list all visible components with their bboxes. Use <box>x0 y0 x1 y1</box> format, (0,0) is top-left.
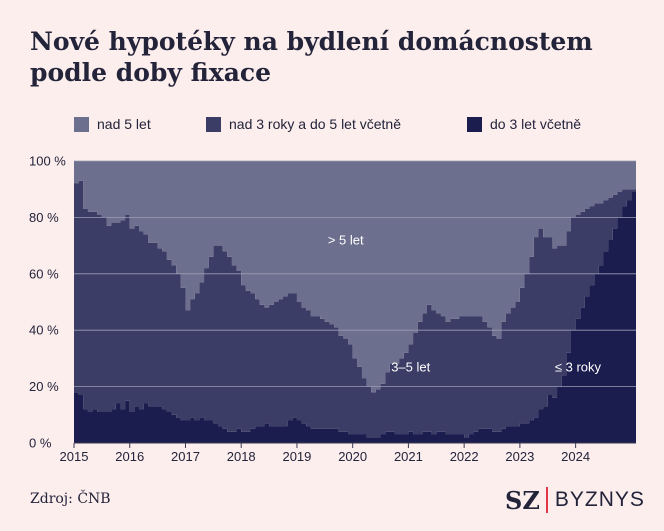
y-tick-label-20: 20 % <box>29 379 59 394</box>
legend-item-3-5-let: nad 3 roky a do 5 let včetně <box>206 116 401 132</box>
x-tick-label-2018: 2018 <box>227 449 256 464</box>
in-chart-label-1: 3–5 let <box>391 359 430 374</box>
legend-swatch-do-3-let <box>467 116 482 132</box>
area-nad-5-let <box>74 161 636 393</box>
chart-title: Nové hypotéky na bydlení domácnostem pod… <box>30 27 593 87</box>
x-axis: 2015 2016 2017 2018 2019 2020 2021 2022 2023 2024 <box>60 442 636 464</box>
brand-logo: SZ BYZNYS <box>505 485 645 515</box>
legend-swatch-3-5-let <box>206 116 221 132</box>
stacked-area-chart: 0 %20 %40 %60 %80 %100 % 2015 2016 2017 201… <box>29 154 636 464</box>
source-note: Zdroj: ČNB <box>30 491 111 507</box>
legend-label-nad-5-let: nad 5 let <box>97 116 151 132</box>
in-chart-label-0: > 5 let <box>328 232 364 247</box>
x-tick-label-2024: 2024 <box>561 449 590 464</box>
y-tick-label-60: 60 % <box>29 266 59 281</box>
x-tick-label-2020: 2020 <box>338 449 367 464</box>
area-3-5-let <box>74 180 636 438</box>
y-tick-label-100: 100 % <box>29 154 66 169</box>
x-tick-label-2015: 2015 <box>60 449 89 464</box>
legend-item-do-3-let: do 3 let včetně <box>467 116 581 132</box>
x-tick-label-2023: 2023 <box>505 449 534 464</box>
y-tick-label-80: 80 % <box>29 210 59 225</box>
y-tick-label-0: 0 % <box>29 436 52 451</box>
grid-lines <box>74 160 636 388</box>
brand-name: BYZNYS <box>554 488 645 511</box>
legend-swatch-nad-5-let <box>74 116 89 132</box>
brand-separator <box>545 487 548 513</box>
brand-mark: SZ <box>505 485 540 515</box>
x-tick-label-2016: 2016 <box>115 449 144 464</box>
y-axis: 0 % 20 % 40 % 60 % 80 % 100 % <box>29 154 66 451</box>
x-tick-label-2021: 2021 <box>394 449 423 464</box>
legend: nad 5 let nad 3 roky a do 5 let včetně d… <box>74 116 654 134</box>
plot-layers <box>74 161 636 443</box>
x-tick-label-2022: 2022 <box>450 449 479 464</box>
y-tick-label-40: 40 % <box>29 323 59 338</box>
x-tick-label-2017: 2017 <box>171 449 200 464</box>
in-chart-label-2: ≤ 3 roky <box>555 359 602 374</box>
in-chart-labels: > 5 let 3–5 let ≤ 3 roky <box>328 232 602 374</box>
area-do-3-let <box>74 192 636 443</box>
legend-label-do-3-let: do 3 let včetně <box>490 116 582 132</box>
x-tick-label-2019: 2019 <box>282 449 311 464</box>
legend-label-3-5-let: nad 3 roky a do 5 let včetně <box>229 116 401 132</box>
legend-item-nad-5-let: nad 5 let <box>74 116 151 132</box>
